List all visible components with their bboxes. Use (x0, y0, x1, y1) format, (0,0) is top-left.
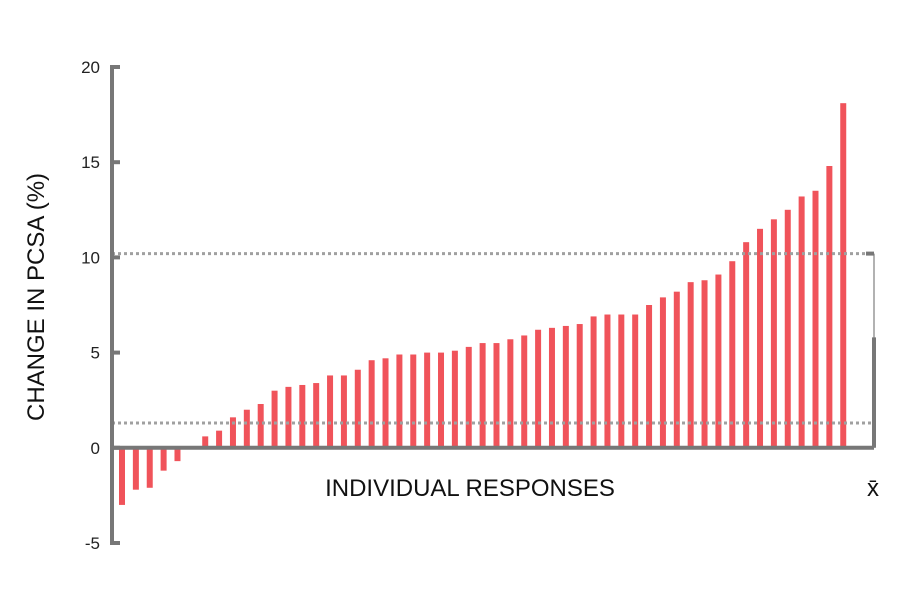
bar (465, 346, 472, 448)
y-axis: -5 0 5 10 15 20 (81, 58, 874, 553)
bar (132, 447, 139, 490)
bar (382, 358, 389, 448)
bar (701, 280, 708, 448)
bars (119, 103, 847, 505)
y-tick-label: 20 (81, 58, 100, 77)
bar (840, 103, 847, 448)
bar (659, 297, 666, 448)
bar (354, 369, 361, 448)
bar (493, 343, 500, 448)
bar (729, 261, 736, 448)
bar (257, 404, 264, 448)
bar (743, 242, 750, 448)
bar (521, 335, 528, 448)
bar (826, 166, 833, 448)
y-axis-title: CHANGE IN PCSA (%) (23, 173, 50, 421)
bar (784, 209, 791, 448)
bar (798, 196, 805, 448)
bar (368, 360, 375, 448)
bar (604, 314, 611, 448)
bar (271, 390, 278, 448)
bar (327, 375, 334, 448)
bar (229, 417, 236, 448)
y-tick-label: 15 (81, 153, 100, 172)
y-tick-label: 5 (91, 344, 100, 363)
bar (438, 352, 445, 448)
bar (146, 447, 153, 488)
bar (646, 305, 653, 448)
bar (562, 325, 569, 448)
bar (216, 430, 223, 448)
bar (770, 219, 777, 448)
bar (285, 386, 292, 448)
bar (535, 329, 542, 448)
bar (243, 409, 250, 448)
x-axis-title: INDIVIDUAL RESPONSES (325, 475, 615, 502)
y-tick-label: 10 (81, 248, 100, 267)
bar (632, 314, 639, 448)
bar (410, 354, 417, 448)
bar (757, 228, 764, 448)
bar (590, 316, 597, 448)
bar (618, 314, 625, 448)
bar (548, 327, 555, 448)
bar (479, 343, 486, 448)
bar (340, 375, 347, 448)
bar (673, 291, 680, 448)
bar (174, 447, 181, 462)
bar (313, 383, 320, 448)
bar (687, 282, 694, 448)
bar (507, 339, 514, 448)
bar (119, 447, 125, 505)
bar (715, 274, 722, 448)
y-tick-label: 0 (91, 439, 100, 458)
mean-marker (866, 251, 876, 448)
mean-label: x̄ (867, 475, 879, 502)
bar (299, 384, 306, 448)
bar (812, 190, 819, 448)
y-tick-label: -5 (85, 534, 100, 553)
bar (396, 354, 403, 448)
bar (160, 447, 167, 471)
bar (424, 352, 431, 448)
reference-lines (112, 252, 874, 425)
bar (202, 436, 209, 448)
bar (451, 350, 458, 448)
bar (576, 324, 583, 448)
